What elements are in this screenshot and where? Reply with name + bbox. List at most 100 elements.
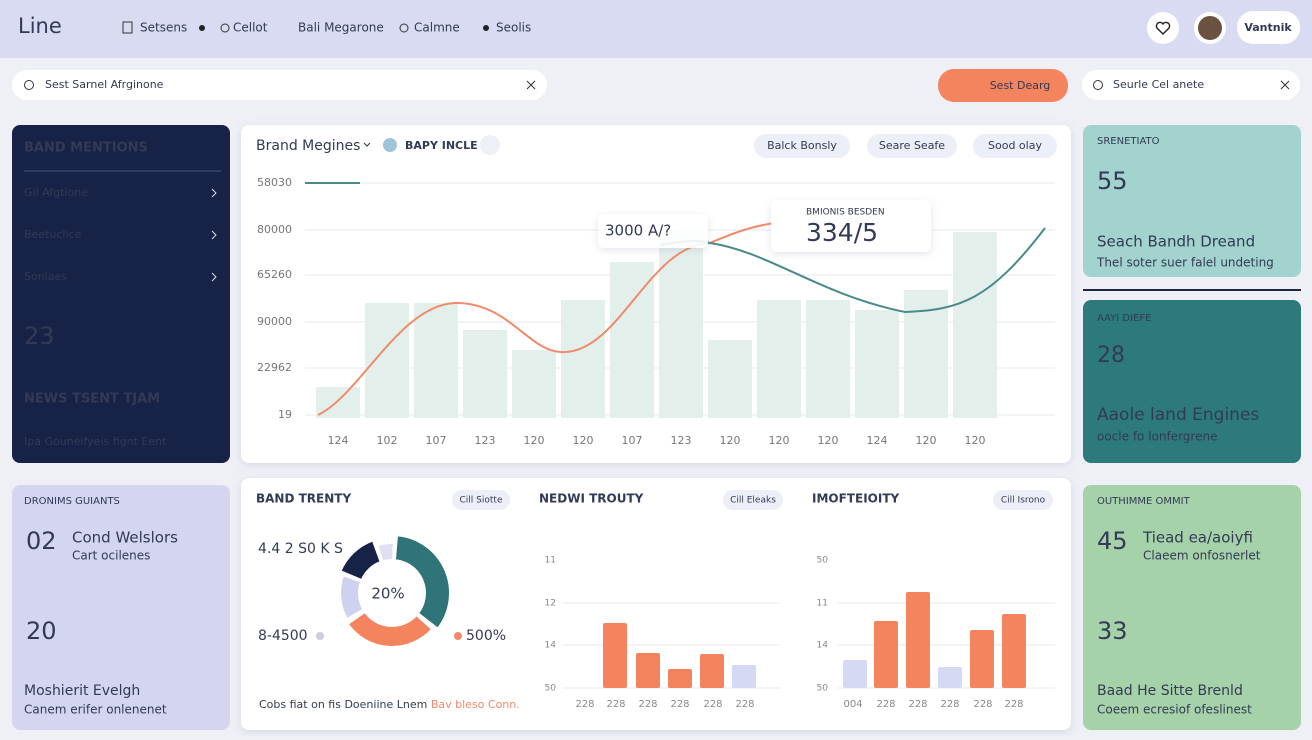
- search-icon: [1093, 80, 1103, 90]
- bar: [512, 350, 556, 418]
- clear-icon[interactable]: [1280, 80, 1290, 90]
- y-tick-label: 50: [545, 684, 557, 694]
- x-tick-label: 228: [973, 699, 992, 710]
- card-title: SRENETIATO: [1097, 136, 1160, 147]
- chevrons: [211, 188, 217, 282]
- tag-icon: [383, 138, 397, 152]
- x-tick-label: 120: [916, 434, 937, 447]
- y-tick-label: 11: [545, 556, 556, 566]
- card-heading: Baad He Sitte Brenld: [1097, 683, 1243, 699]
- filter-pill[interactable]: [754, 134, 850, 158]
- menu-item[interactable]: Beetuclice: [24, 228, 82, 241]
- clear-icon[interactable]: [526, 80, 536, 90]
- x-tick-label: 120: [573, 434, 594, 447]
- y-tick-label: 50: [817, 684, 829, 694]
- nav-item[interactable]: Seolis: [496, 21, 531, 35]
- menu-item[interactable]: Sonlaes: [24, 270, 67, 283]
- stat-number: 28: [1097, 343, 1125, 368]
- x-tick-label: 228: [575, 699, 594, 710]
- x-tick-label: 120: [720, 434, 741, 447]
- filter-pill[interactable]: [867, 134, 957, 158]
- header-bar: [0, 0, 1312, 58]
- search-bar[interactable]: [1082, 70, 1300, 100]
- y-tick-label: 22962: [257, 361, 292, 374]
- stat-number: 33: [1097, 617, 1128, 645]
- stat-number: 55: [1097, 167, 1128, 195]
- summary-card: [12, 485, 230, 730]
- caption-link[interactable]: Bav bleso Conn.: [431, 698, 520, 711]
- summary-card: [1083, 485, 1301, 730]
- x-tick-label: 107: [426, 434, 447, 447]
- panel-pill[interactable]: [452, 490, 510, 510]
- donut-segment: [346, 610, 434, 648]
- x-tick-label: 004: [843, 699, 862, 710]
- card-title: AAYI DIEFE: [1097, 313, 1151, 324]
- card-heading: Seach Bandh Dreand: [1097, 233, 1255, 251]
- chart-title: Brand Megines: [256, 138, 360, 154]
- icon-button[interactable]: [480, 135, 500, 155]
- pill-label: Seare Seafe: [879, 139, 945, 152]
- stat-number: 20: [26, 617, 57, 645]
- x-tick-label: 228: [876, 699, 895, 710]
- panel-title: IMOFTEIOITY: [812, 492, 900, 506]
- y-tick-label: 14: [545, 641, 557, 651]
- nav-item[interactable]: Calmne: [414, 21, 460, 35]
- bar: [668, 669, 692, 688]
- x-tick-label: 107: [622, 434, 643, 447]
- bar: [806, 300, 850, 418]
- logo: Line: [18, 14, 62, 38]
- legend-dot: [454, 632, 462, 640]
- tooltip-label: BMIONIS BESDEN: [806, 208, 885, 218]
- donut-label: 8-4500: [258, 628, 308, 644]
- favorite-button[interactable]: [1147, 12, 1179, 44]
- bar: [561, 300, 605, 418]
- heart-icon: [1155, 21, 1171, 35]
- account-pill[interactable]: [1237, 11, 1300, 44]
- y-tick-label: 14: [817, 641, 829, 651]
- stat-number: 45: [1097, 527, 1128, 555]
- card-caption: Thel soter suer falel undeting: [1096, 256, 1274, 270]
- nav-item[interactable]: Setsens: [140, 21, 187, 35]
- y-tick-label: 90000: [257, 315, 292, 328]
- x-tick-label: 120: [769, 434, 790, 447]
- panel-caption: Cobs fiat on fis Doeniine Lnem Bav bleso…: [259, 698, 520, 711]
- menu-item[interactable]: Gil Afgtione: [24, 186, 88, 199]
- search-icon: [24, 80, 34, 90]
- donut-segment: [393, 534, 451, 631]
- bar: [906, 592, 930, 688]
- donut-segment: [339, 573, 365, 621]
- primary-button[interactable]: [938, 69, 1068, 102]
- nav-item[interactable]: Cellot: [233, 21, 268, 35]
- search-bar[interactable]: [12, 70, 547, 100]
- y-tick-label: 80000: [257, 223, 292, 236]
- stat-card: [1083, 300, 1301, 463]
- donut-hole: [362, 563, 422, 623]
- x-tick-label: 124: [328, 434, 349, 447]
- x-tick-label: 228: [735, 699, 754, 710]
- card-heading: Moshierit Evelgh: [24, 683, 140, 699]
- avatar-image: [1198, 16, 1222, 40]
- pill-label: Cill Siotte: [460, 496, 503, 506]
- legend-dot: [316, 632, 324, 640]
- filter-pill[interactable]: [973, 134, 1057, 158]
- card-subtitle: NEWS TSENT TJAM: [24, 392, 160, 407]
- x-tick-label: 228: [1004, 699, 1023, 710]
- panel-pill[interactable]: [993, 490, 1053, 510]
- x-tick-label: 228: [908, 699, 927, 710]
- x-tick-label: 120: [965, 434, 986, 447]
- mentions-card: [12, 125, 230, 463]
- tooltip: [771, 200, 931, 252]
- card-title: DRONIMS GUIANTS: [24, 496, 120, 507]
- panel-pill[interactable]: [723, 490, 783, 510]
- bar: [365, 303, 409, 418]
- y-tick-label: 65260: [257, 268, 292, 281]
- card-caption: Coeem ecresiof ofeslinest: [1097, 703, 1252, 717]
- nav-item[interactable]: Bali Megarone: [298, 21, 384, 35]
- dropdown-icon[interactable]: [363, 142, 371, 147]
- card-caption: Ipa Gouneifyeis fignt Eent: [24, 435, 167, 448]
- bar: [636, 653, 660, 688]
- bar: [1002, 614, 1026, 688]
- card-heading: Tiead ea/aoiyfi: [1142, 529, 1253, 547]
- pill-label: Cill Eleaks: [730, 496, 776, 506]
- donut-segment: [339, 539, 382, 582]
